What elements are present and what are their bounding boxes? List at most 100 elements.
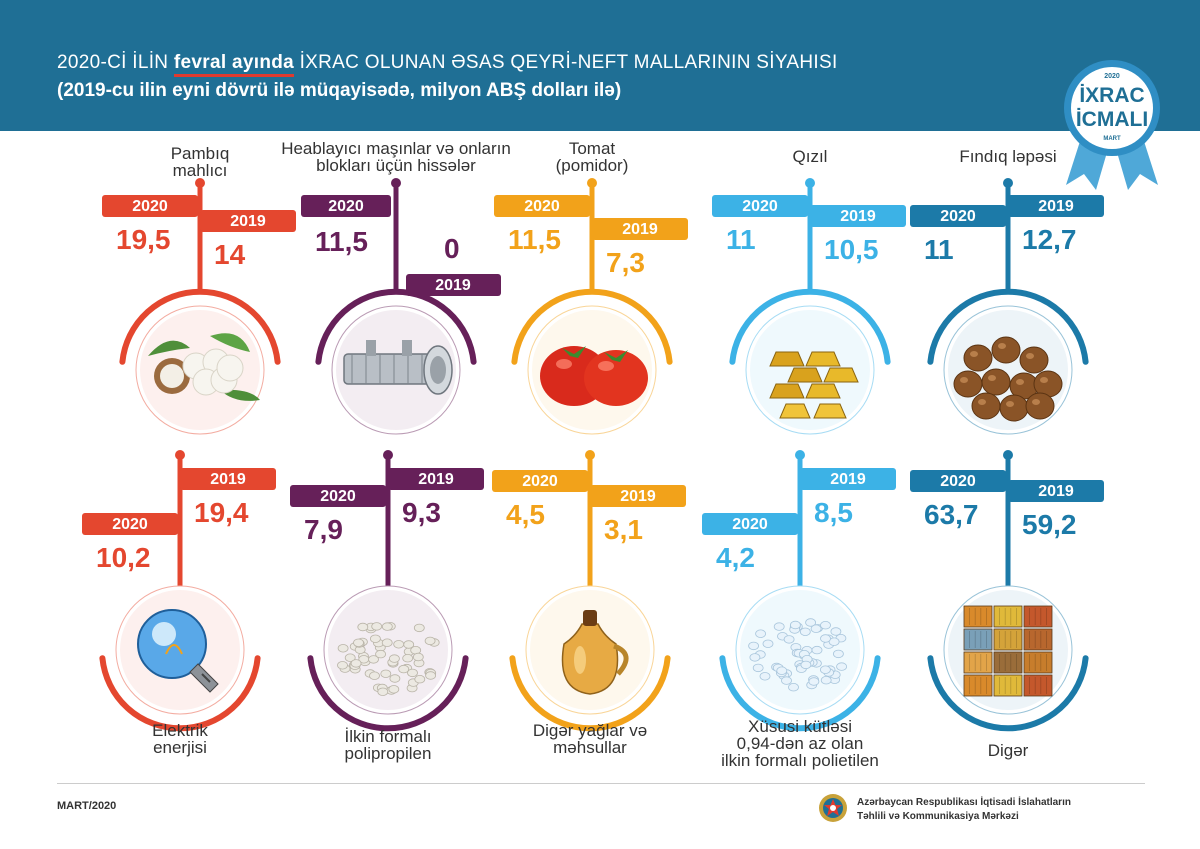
- tag-2019-bg: [1008, 480, 1104, 502]
- tag-2019: 2019 9,3: [388, 468, 484, 528]
- tag-2019: 2019 7,3: [592, 218, 688, 278]
- tag-2019-bg: [592, 218, 688, 240]
- header-banner: 2020-Cİ İLİN fevral ayında İXRAC OLUNAN …: [0, 0, 1200, 131]
- tag-2019-year: 2019: [210, 471, 246, 488]
- cotton-leaf: [210, 333, 250, 352]
- oil-jug-cork: [583, 610, 597, 626]
- item-label-line: Fındıq ləpəsi: [959, 147, 1057, 166]
- cotton-fluff: [216, 354, 244, 382]
- item-label-line: mahlıcı: [172, 161, 228, 180]
- pole-dot: [587, 178, 597, 188]
- granule: [830, 627, 842, 636]
- chart-item-5: 2020 11 2019 12,7: [910, 178, 1104, 435]
- item-label-5: Fındıq ləpəsi: [893, 148, 1123, 165]
- oil-jug-handle: [613, 643, 629, 676]
- granule: [799, 627, 811, 636]
- granule: [790, 620, 801, 630]
- polypropylene-granules-icon: [337, 622, 440, 696]
- tag-2020-value: 11,5: [508, 224, 561, 255]
- granule: [776, 666, 788, 675]
- org-line-1: Azərbaycan Respublikası İqtisadi İslahat…: [857, 797, 1071, 808]
- tag-2020-bg: [494, 195, 590, 217]
- item-label-10: Digər: [893, 742, 1123, 759]
- containers-icon: [963, 605, 1053, 697]
- granule: [788, 683, 799, 692]
- granule: [389, 674, 401, 683]
- tag-2020-year: 2020: [328, 198, 364, 215]
- pole-dot: [585, 450, 595, 460]
- granule: [380, 669, 392, 678]
- footer-divider: [57, 783, 1145, 784]
- tag-2019: 2019 12,7: [1008, 195, 1104, 255]
- tag-2020-bg: [910, 470, 1006, 492]
- granule: [398, 664, 410, 674]
- tag-2020: 2020 10,2: [82, 513, 178, 573]
- granule: [781, 676, 792, 685]
- tag-2020: 2020 7,9: [290, 485, 386, 545]
- ring-arc: [119, 288, 281, 365]
- pole-dot: [391, 178, 401, 188]
- item-label-line: Xüsusi kütləsi: [748, 717, 852, 736]
- tomato-stem: [562, 346, 586, 358]
- granule: [337, 644, 349, 653]
- granule: [337, 661, 348, 670]
- granule: [820, 665, 831, 674]
- title-highlight: fevral ayında: [173, 52, 294, 77]
- tag-2019-year: 2019: [620, 488, 656, 505]
- ring-arc: [511, 288, 673, 365]
- oil-jug-icon: [561, 610, 629, 695]
- tag-2020-bg: [712, 195, 808, 217]
- shipping-container: [993, 651, 1023, 674]
- tag-2020-bg: [910, 205, 1006, 227]
- gold-bar: [779, 403, 811, 419]
- page-subtitle: (2019-cu ilin eyni dövrü ilə müqayisədə,…: [57, 80, 622, 101]
- granule: [371, 622, 383, 631]
- tag-2019: 2019 59,2: [1008, 480, 1104, 540]
- tag-2020-bg: [102, 195, 198, 217]
- granule: [755, 629, 766, 638]
- tag-2020-value: 11: [924, 234, 954, 265]
- hazelnut: [1019, 346, 1049, 374]
- pole-dot: [195, 178, 205, 188]
- tag-2019-value: 9,3: [402, 497, 441, 528]
- hazelnut-shine: [1032, 399, 1040, 405]
- hazelnut: [981, 368, 1011, 396]
- bulb-thread: [201, 673, 211, 683]
- tag-2020-value: 4,2: [716, 542, 755, 573]
- tag-2019-year: 2019: [1038, 198, 1074, 215]
- item-label-line: enerjisi: [153, 738, 207, 757]
- tag-2020: 2020 11: [712, 195, 808, 255]
- tag-2019-year: 2019: [435, 277, 471, 294]
- item-label-line: məhsullar: [553, 738, 627, 757]
- chart-item-6: 2020 10,2 2019 19,4: [82, 450, 276, 732]
- tomato-icon: [540, 346, 648, 406]
- chart-item-7: 2020 7,9 2019 9,3: [290, 450, 484, 732]
- machine-pipe: [402, 340, 412, 356]
- hazelnut: [999, 394, 1029, 422]
- tag-2019-year: 2019: [622, 221, 658, 238]
- chart-item-8: 2020 4,5 2019 3,1: [492, 450, 686, 732]
- state-emblem-icon: [819, 794, 847, 822]
- shipping-container: [963, 651, 993, 674]
- tag-2020-value: 4,5: [506, 499, 545, 530]
- granule: [377, 687, 389, 696]
- tag-2020-value: 11: [726, 224, 756, 255]
- granule: [350, 659, 362, 668]
- granule: [381, 638, 393, 647]
- granule: [424, 636, 436, 646]
- cotton-leaf: [148, 340, 190, 356]
- tag-2019: 2019 3,1: [590, 485, 686, 545]
- granule: [805, 618, 816, 627]
- hazelnut-shine: [998, 343, 1006, 349]
- shipping-container: [993, 605, 1023, 628]
- tag-2020: 2020 11: [910, 205, 1006, 265]
- shipping-container: [1023, 605, 1053, 628]
- tag-2019-value: 7,3: [606, 247, 645, 278]
- granule: [762, 639, 774, 648]
- granule: [369, 634, 381, 643]
- item-label-line: Qızıl: [792, 147, 828, 166]
- item-label-3: Tomat (pomidor): [477, 140, 707, 174]
- tag-2019: 2019 10,5: [810, 205, 906, 265]
- tag-2019-bg: [810, 205, 906, 227]
- granule: [369, 671, 380, 680]
